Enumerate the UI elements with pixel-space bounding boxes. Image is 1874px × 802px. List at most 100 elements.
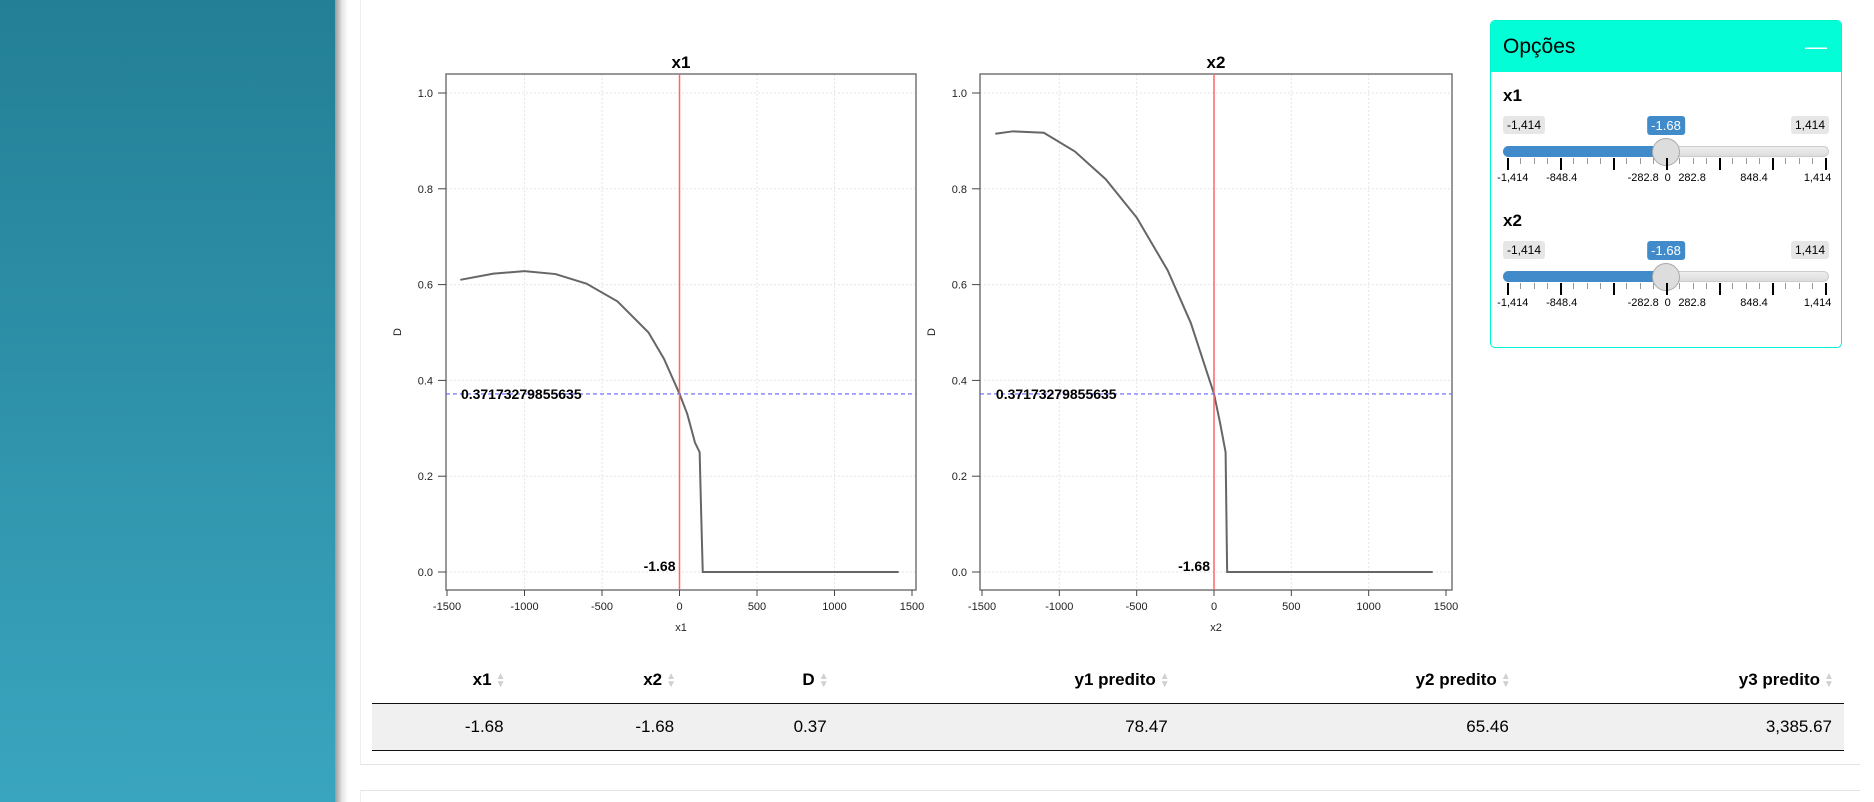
slider-tick: [1573, 158, 1575, 164]
y-tick-label: 0.6: [952, 280, 967, 292]
slider-min: -1,414: [1503, 116, 1546, 134]
lower-panel: [360, 790, 1860, 802]
slider-value: -1.68: [1647, 241, 1685, 260]
column-header[interactable]: x2 ▲ ▼: [515, 658, 687, 704]
results-table: x1 ▲ ▼ x2 ▲ ▼ D ▲ ▼ y1 predito ▲ ▼ y2 predito ▲ ▼ y3 pr…: [372, 658, 1844, 751]
sort-icon[interactable]: ▲ ▼: [1824, 670, 1834, 690]
x-tick-label: -1500: [968, 601, 996, 613]
sort-icon[interactable]: ▲ ▼: [495, 670, 506, 690]
slider-grid-label: 1,414: [1803, 172, 1832, 184]
y-tick-label: 0.0: [418, 567, 433, 579]
vline-label: -1.68: [644, 558, 676, 574]
slider-tick: [1520, 283, 1522, 289]
slider-tick: [1666, 283, 1668, 295]
slider-max: 1,414: [1790, 241, 1829, 259]
vline-label: -1.68: [1178, 558, 1210, 574]
sort-icon[interactable]: ▲ ▼: [1159, 670, 1170, 690]
slider-tick: [1811, 283, 1813, 289]
slider-tick: [1599, 158, 1601, 164]
table-cell: -1.68: [515, 703, 687, 751]
column-header[interactable]: y1 predito ▲ ▼: [838, 658, 1180, 704]
table-cell: 0.37: [686, 703, 839, 751]
sort-icon[interactable]: ▲ ▼: [1500, 670, 1511, 690]
slider-grid-label: 282.8: [1678, 297, 1706, 309]
sidebar: [0, 0, 335, 802]
column-header[interactable]: y2 predito ▲ ▼: [1179, 658, 1521, 704]
chart-x1: -1500 -1000 -500 0 500 1000 1500 0.0 0.2 0.4 0.6 0.…: [392, 53, 924, 634]
table-cell: -1.68: [372, 703, 516, 751]
main-panel: [360, 0, 1860, 765]
slider-ticks: [1507, 283, 1827, 295]
plot-frame: [979, 73, 1453, 591]
y-tick-label: 0.6: [418, 280, 433, 292]
slider-tick: [1825, 158, 1827, 170]
sort-icon[interactable]: ▲ ▼: [818, 670, 829, 690]
slider-value: -1.68: [1647, 116, 1685, 135]
slider-tick: [1692, 158, 1694, 164]
slider-tick: [1772, 283, 1774, 295]
slider-fill: [1503, 271, 1666, 282]
slider-tick: [1798, 283, 1800, 289]
slider-tick: [1652, 158, 1654, 164]
slider-tick: [1798, 158, 1800, 164]
slider-tick: [1825, 283, 1827, 295]
x-tick-label: 1000: [1356, 601, 1380, 613]
slider-tick: [1719, 283, 1721, 295]
slider-grid-label: 1,414: [1803, 297, 1832, 309]
y-tick-label: 0.2: [952, 471, 967, 483]
slider-max: 1,414: [1790, 116, 1829, 134]
chart-title: x1: [672, 53, 691, 72]
slider-tick: [1507, 283, 1509, 295]
slider-tick: [1692, 283, 1694, 289]
slider-tick: [1560, 283, 1562, 295]
slider-tick: [1546, 283, 1548, 289]
slider-tick: [1613, 283, 1615, 295]
hline-label: 0.37173279855635: [996, 386, 1117, 402]
slider-tick: [1560, 158, 1562, 170]
y-axis-label: D: [392, 328, 404, 336]
table-header-row: x1 ▲ ▼ x2 ▲ ▼ D ▲ ▼ y1 predito ▲ ▼ y2 predito ▲ ▼ y3 pr…: [372, 658, 1844, 704]
column-header[interactable]: x1 ▲ ▼: [372, 658, 516, 704]
slider-tick: [1705, 283, 1707, 289]
options-box: Opções — x1 -1,414 -1.68 1,414 -1,414 -84…: [1490, 20, 1842, 348]
slider-tick: [1745, 283, 1747, 289]
chart-title: x2: [1207, 53, 1226, 72]
column-header[interactable]: y3 predito ▲ ▼: [1520, 658, 1844, 704]
slider-x1: x1 -1,414 -1.68 1,414 -1,414 -848.4 -282.8…: [1497, 72, 1832, 197]
slider-min: -1,414: [1503, 241, 1546, 259]
slider-tick: [1732, 283, 1734, 289]
slider-tick: [1546, 158, 1548, 164]
hline-label: 0.37173279855635: [461, 386, 582, 402]
x-axis-label: x1: [675, 622, 687, 634]
slider-tick: [1666, 158, 1668, 170]
slider-grid-label: -282.8: [1627, 172, 1659, 184]
column-header[interactable]: D ▲ ▼: [686, 658, 839, 704]
slider-tick: [1811, 158, 1813, 164]
y-tick-label: 0.8: [418, 184, 433, 196]
y-tick-label: 0.2: [418, 471, 433, 483]
x-tick-label: 0: [1211, 601, 1217, 613]
slider-grid-label: -1,414: [1497, 297, 1529, 309]
table-row: -1.68 -1.68 0.37 78.47 65.46 3,385.67: [372, 703, 1844, 751]
options-header: Opções —: [1491, 21, 1841, 72]
y-tick-label: 0.4: [952, 375, 967, 387]
slider-tick: [1758, 283, 1760, 289]
chart-x2: -1500 -1000 -500 0 500 1000 1500 0.0 0.2 0.4 0.6 0.…: [926, 53, 1458, 634]
slider-grid-label: -1,414: [1497, 172, 1529, 184]
slider-tick: [1626, 158, 1628, 164]
x-tick-label: -1000: [510, 601, 538, 613]
slider-grid-label: 0: [1664, 297, 1671, 309]
x-tick-label: -1000: [1045, 601, 1073, 613]
slider-grid-label: 848.4: [1740, 172, 1768, 184]
y-tick-label: 1.0: [418, 88, 433, 100]
slider-tick: [1533, 158, 1535, 164]
slider-tick: [1679, 283, 1681, 289]
table-cell: 3,385.67: [1520, 703, 1844, 751]
minus-icon[interactable]: —: [1805, 33, 1827, 59]
slider-tick: [1745, 158, 1747, 164]
sort-icon[interactable]: ▲ ▼: [666, 670, 677, 690]
x-tick-label: 0: [676, 601, 682, 613]
slider-fill: [1503, 146, 1666, 157]
slider-tick: [1599, 283, 1601, 289]
